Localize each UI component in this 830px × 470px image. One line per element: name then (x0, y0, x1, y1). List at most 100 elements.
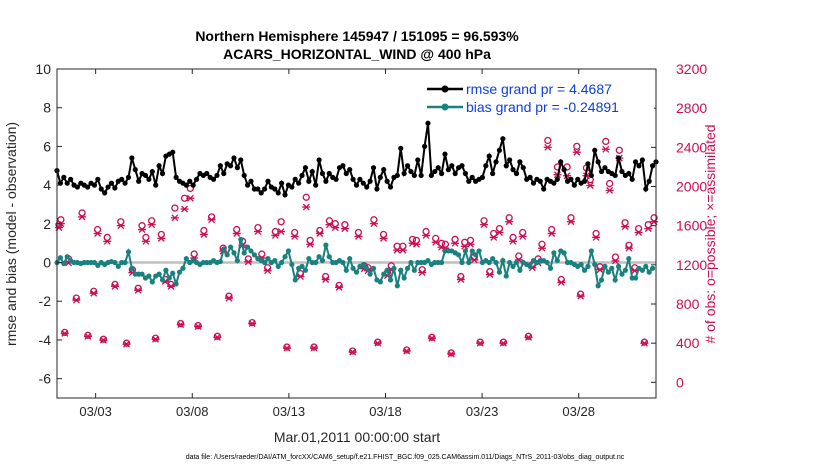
rmse-point (632, 159, 639, 165)
rmse-point (411, 172, 417, 179)
y-right-tick-label: 0 (676, 374, 684, 390)
obs-possible-marker (194, 321, 202, 330)
rmse-point (350, 176, 356, 182)
y-left-tick-label: 8 (43, 100, 51, 116)
bias-point (292, 277, 298, 283)
bias-point (544, 259, 550, 266)
rmse-point (210, 176, 217, 182)
bias-point (146, 273, 152, 279)
bias-point (466, 259, 472, 266)
obs-assimilated-marker (186, 194, 195, 202)
rmse-point (629, 176, 635, 182)
bias-point (425, 257, 431, 264)
bias-point (353, 269, 360, 275)
x-axis-label: Mar.01,2011 00:00:00 start (274, 429, 440, 445)
bias-point (306, 256, 312, 262)
bias-point (476, 248, 482, 254)
obs-possible-marker (302, 193, 310, 201)
rmse-point (112, 185, 118, 191)
obs-possible-marker (225, 292, 233, 300)
rmse-point (279, 180, 285, 186)
bias-point (170, 270, 176, 276)
bias-point (316, 254, 322, 260)
rmse-point (221, 170, 227, 177)
bias-point (469, 248, 475, 254)
bias-point (459, 259, 465, 266)
obs-possible-marker (576, 290, 585, 298)
rmse-point (347, 167, 353, 173)
obs-assimilated-marker (418, 269, 427, 277)
rmse-point (129, 155, 135, 161)
bias-point (408, 259, 414, 266)
obs-markers (54, 136, 659, 358)
bias-point (615, 263, 622, 269)
obs-assimilated-marker (605, 186, 614, 194)
rmse-point (374, 186, 380, 192)
bias-point (578, 261, 584, 268)
rmse-point (340, 163, 346, 169)
bias-point (588, 248, 594, 254)
rmse-point (272, 186, 278, 192)
bias-point (360, 261, 366, 268)
obs-assimilated-marker (207, 216, 216, 224)
obs-assimilated-marker (72, 296, 81, 304)
rmse-point (309, 168, 315, 175)
obs-assimilated-marker (524, 333, 533, 341)
rmse-point (217, 163, 223, 169)
obs-assimilated-marker (167, 282, 176, 290)
bias-point (238, 236, 244, 242)
rmse-point (554, 176, 560, 182)
rmse-point (401, 170, 407, 177)
obs-possible-marker (122, 339, 131, 347)
bias-point (490, 256, 496, 262)
rmse-point (265, 178, 271, 184)
obs-possible-marker (335, 281, 343, 290)
rmse-point (214, 172, 220, 179)
rmse-point (231, 155, 237, 161)
obs-assimilated-marker (141, 237, 150, 245)
rmse-point (649, 163, 656, 169)
rmse-point (275, 190, 281, 196)
obs-assimilated-marker (489, 233, 498, 241)
rmse-point (595, 159, 601, 165)
y-left-tick-label: 4 (43, 177, 51, 193)
y-right-tick-label: 2800 (676, 100, 707, 116)
bias-point (547, 265, 554, 271)
obs-assimilated-marker (290, 232, 299, 240)
rmse-point (646, 178, 652, 184)
bias-point (398, 267, 404, 273)
obs-possible-marker (428, 333, 436, 341)
obs-assimilated-marker (644, 225, 653, 233)
obs-assimilated-marker (306, 240, 315, 248)
obs-possible-marker (111, 280, 119, 289)
bias-point (456, 252, 462, 258)
rmse-point (319, 170, 326, 177)
rmse-point (449, 163, 455, 169)
obs-assimilated-marker (78, 213, 87, 221)
rmse-point (255, 186, 261, 192)
obs-assimilated-marker (151, 335, 160, 343)
rmse-point (517, 159, 523, 165)
rmse-point (282, 192, 288, 198)
rmse-point (575, 176, 581, 182)
obs-assimilated-marker (224, 294, 233, 302)
rmse-point (493, 159, 499, 165)
rmse-point (445, 167, 451, 173)
obs-assimilated-marker (621, 223, 630, 231)
obs-possible-marker (615, 146, 623, 154)
bias-point (166, 275, 172, 281)
obs-assimilated-marker (480, 221, 489, 229)
rmse-point (530, 180, 537, 186)
bias-point (251, 252, 257, 258)
bias-point (244, 244, 251, 250)
rmse-point (367, 178, 373, 184)
rmse-point (61, 174, 67, 180)
rmse-point (95, 176, 101, 182)
obs-assimilated-marker (572, 148, 581, 156)
obs-assimilated-marker (331, 224, 340, 232)
rmse-point (289, 184, 295, 190)
obs-assimilated-marker (595, 266, 604, 274)
obs-assimilated-marker (147, 221, 156, 229)
bias-point (401, 275, 407, 281)
y-left-tick-label: -4 (39, 332, 52, 348)
